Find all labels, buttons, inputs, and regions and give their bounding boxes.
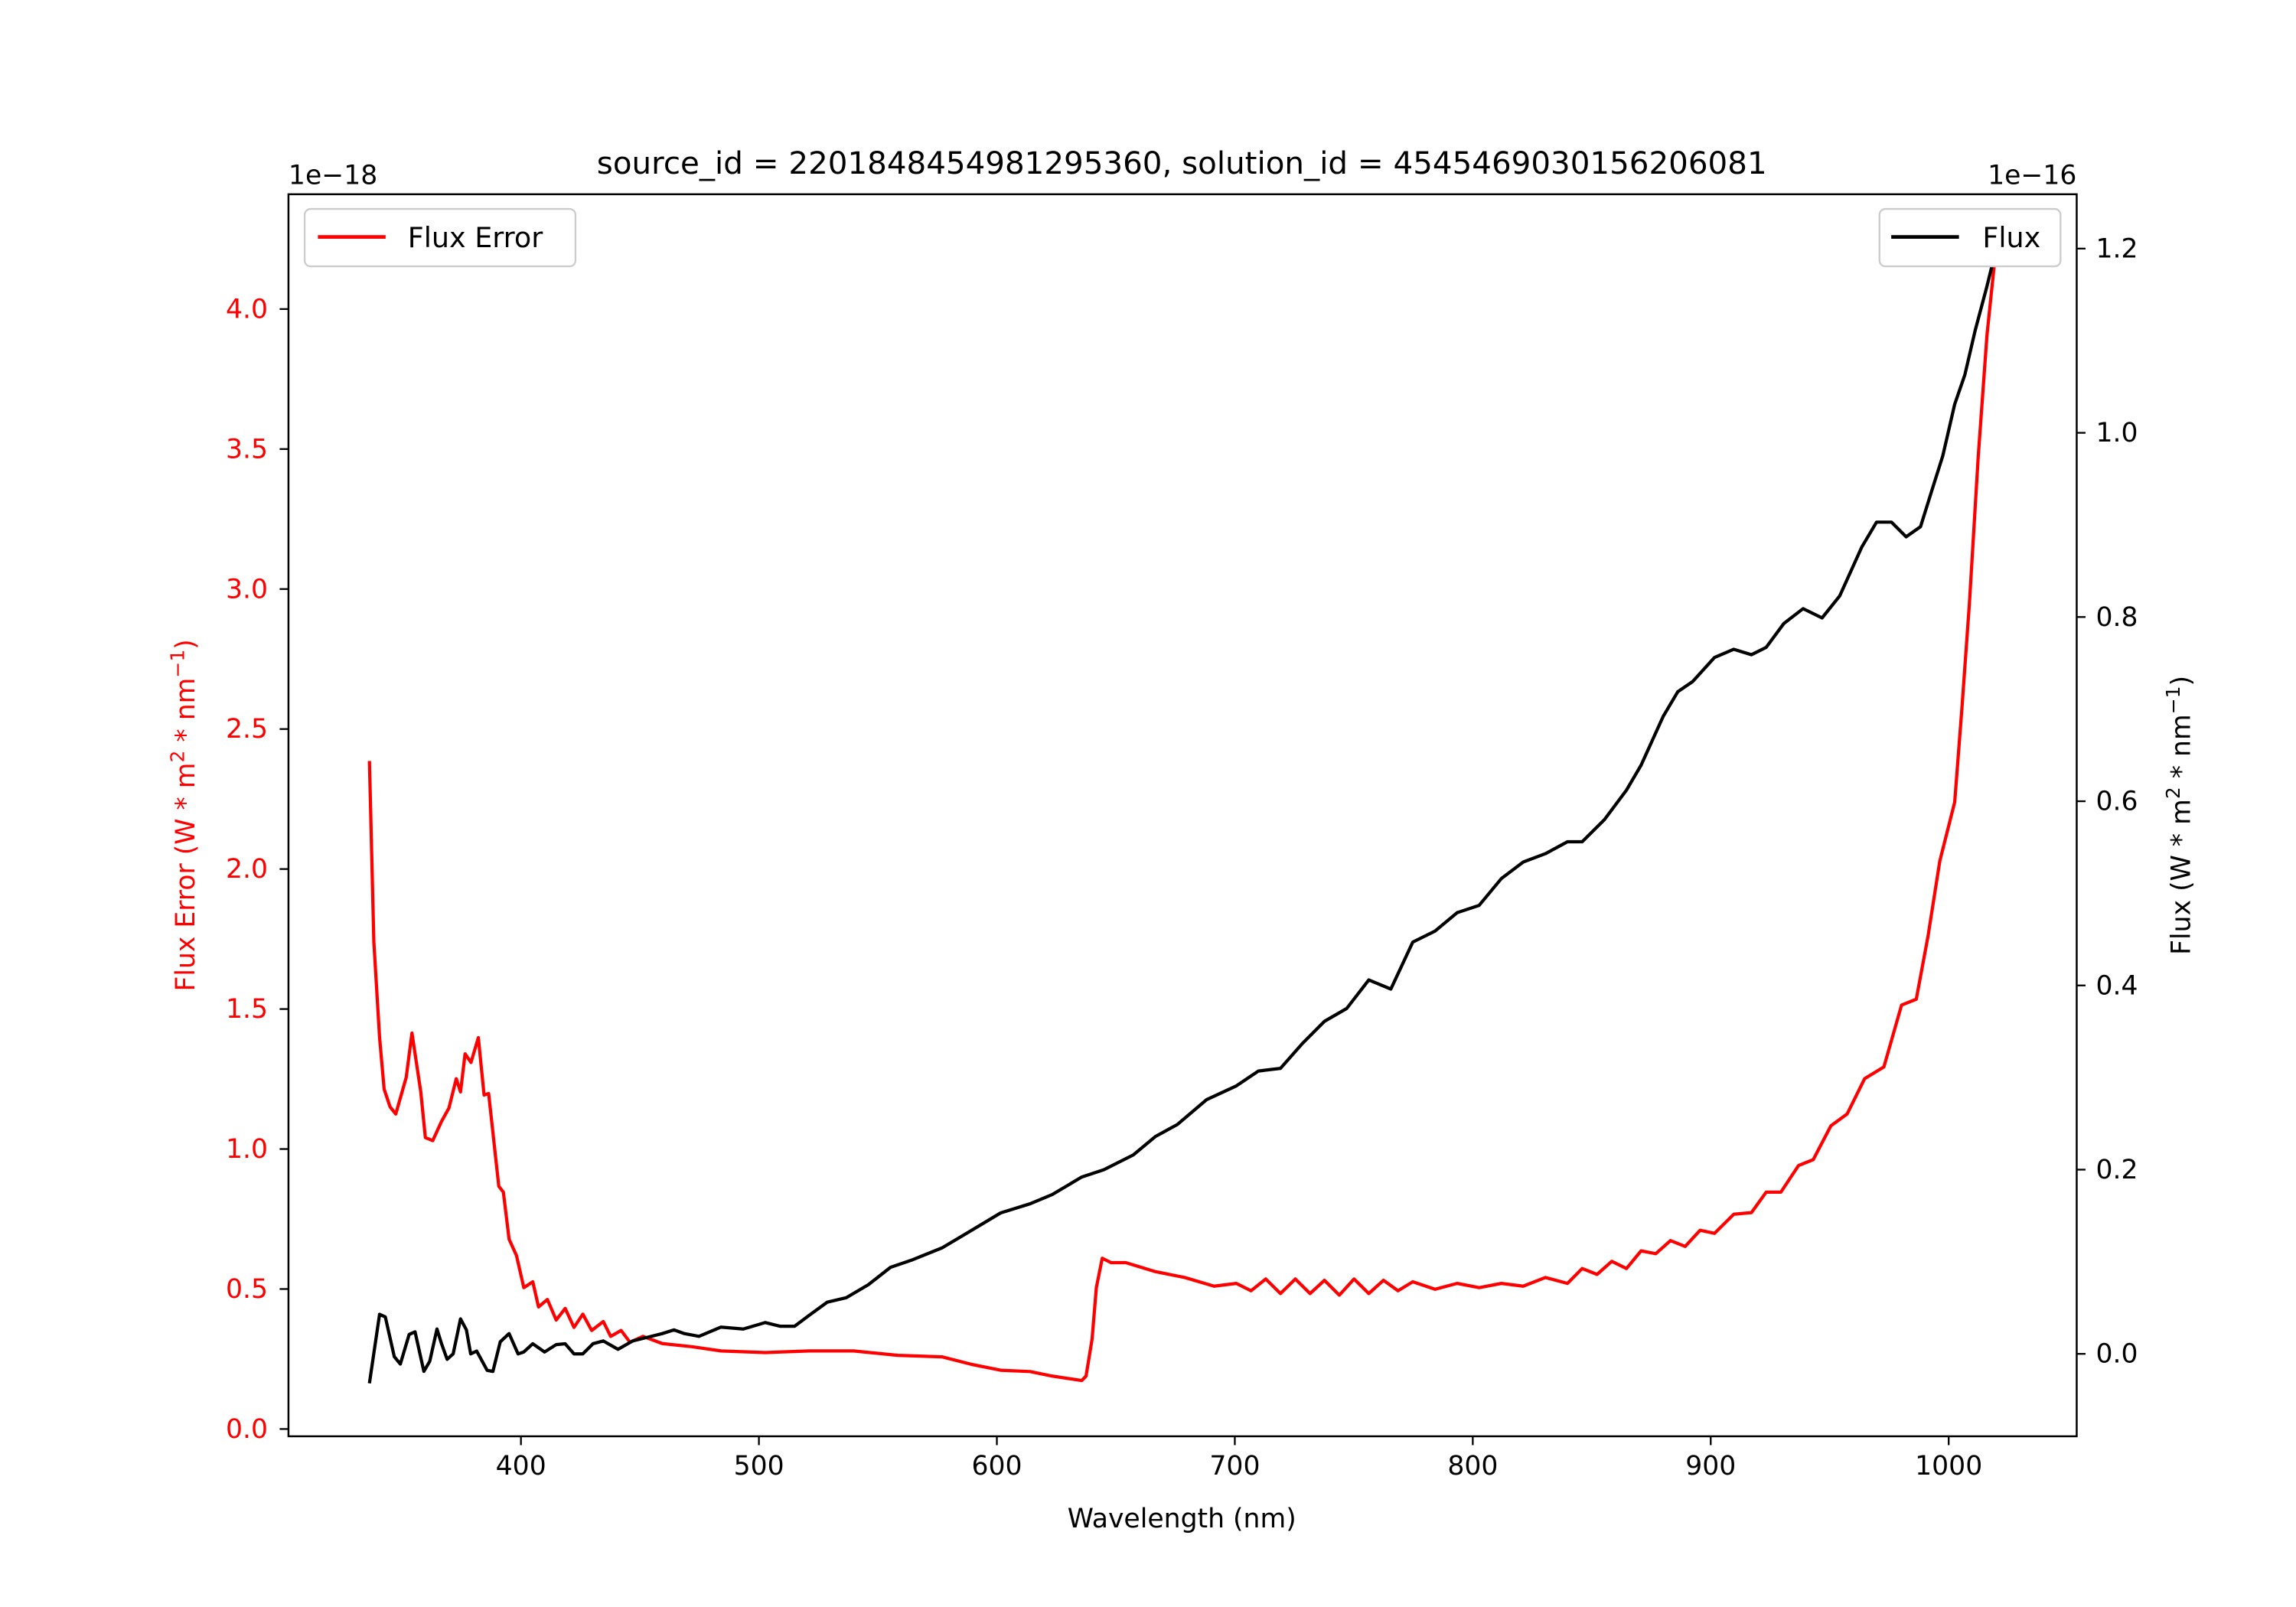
x-tick-label: 1000 [1915, 1451, 1982, 1482]
left-y-tick-label: 3.5 [226, 434, 268, 464]
right-offset-text: 1e−16 [1988, 160, 2076, 191]
left-y-tick-label: 1.5 [226, 994, 268, 1025]
x-tick-label: 500 [734, 1451, 784, 1482]
right-y-tick-label: 0.0 [2095, 1339, 2138, 1370]
x-tick-label: 400 [496, 1451, 546, 1482]
right-ylabel-mid: * nm [2167, 714, 2197, 787]
x-tick-label: 800 [1447, 1451, 1498, 1482]
left-y-tick-label: 0.5 [226, 1274, 268, 1305]
right-ylabel-end: ) [2167, 676, 2197, 686]
left-ylabel-sup1: 2 [166, 751, 188, 763]
right-y-tick-label: 1.0 [2095, 418, 2138, 448]
left-y-tick-label: 1.0 [226, 1134, 268, 1165]
legend-flux-box [1878, 207, 2062, 268]
legend-flux-label: Flux [1982, 221, 2040, 254]
series-line-flux-error [367, 249, 1998, 1383]
right-ylabel-main: Flux (W * m [2167, 799, 2197, 955]
x-tick-label: 600 [971, 1451, 1022, 1482]
left-ylabel-end: ) [171, 639, 201, 650]
left-ylabel-mid: * nm [171, 678, 201, 751]
left-y-tick-label: 0.0 [226, 1414, 268, 1445]
legend-flux-error-box [303, 207, 577, 268]
plot-frame [287, 193, 2078, 1438]
series-line-flux [367, 249, 1998, 1384]
right-y-tick-label: 0.8 [2095, 602, 2138, 633]
left-y-tick-label: 3.0 [226, 574, 268, 605]
x-tick-label: 900 [1685, 1451, 1736, 1482]
chart-title: source_id = 2201848454981295360, solutio… [597, 145, 1767, 181]
left-y-axis-label: Flux Error (W * m2 * nm−1) [166, 639, 201, 991]
right-y-axis-label: Flux (W * m2 * nm−1) [2162, 676, 2197, 955]
right-ylabel-sup1: 2 [2162, 787, 2184, 799]
plot-area: 400 500 600 700 800 900 1000 0.0 0.5 1.0 1.5 2.0 2.5… [226, 193, 2138, 1482]
legend-flux-error: Flux Error [303, 207, 577, 268]
left-y-tick-label: 2.5 [226, 714, 268, 745]
right-y-tick-label: 0.2 [2095, 1155, 2138, 1185]
right-y-tick-label: 1.2 [2095, 233, 2138, 264]
x-tick-label: 700 [1209, 1451, 1260, 1482]
x-axis-label: Wavelength (nm) [1068, 1504, 1296, 1534]
left-y-tick-label: 2.0 [226, 854, 268, 885]
left-ylabel-sup2: −1 [166, 650, 188, 678]
right-ylabel-sup2: −1 [2162, 686, 2184, 714]
right-y-tick-label: 0.6 [2095, 787, 2138, 817]
left-y-tick-label: 4.0 [226, 294, 268, 324]
left-offset-text: 1e−18 [289, 160, 377, 191]
legend-flux-error-label: Flux Error [408, 221, 544, 254]
left-ylabel-main: Flux Error (W * m [171, 762, 201, 991]
right-y-tick-label: 0.4 [2095, 970, 2138, 1001]
legend-flux: Flux [1878, 207, 2062, 268]
